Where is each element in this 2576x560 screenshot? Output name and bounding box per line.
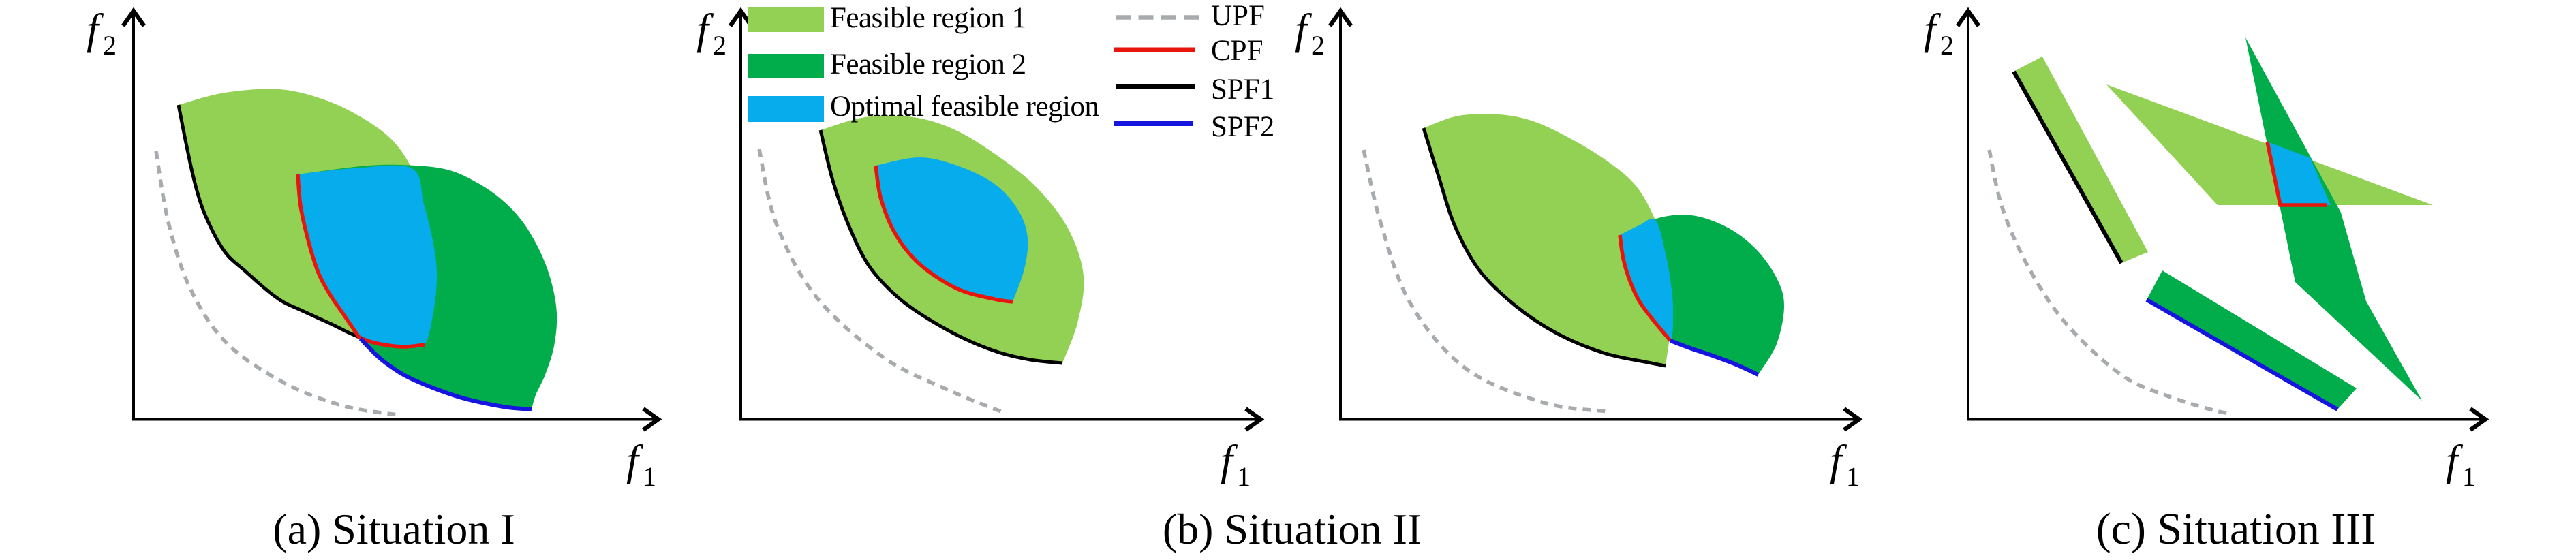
svg-text:Feasible region 1: Feasible region 1 <box>830 2 1026 34</box>
svg-text:(c) Situation III: (c) Situation III <box>2096 504 2376 554</box>
svg-text:SPF1: SPF1 <box>1211 74 1274 106</box>
svg-text:1: 1 <box>2462 461 2476 492</box>
svg-text:2: 2 <box>1311 30 1325 61</box>
svg-text:Optimal feasible region: Optimal feasible region <box>830 91 1099 123</box>
svg-text:CPF: CPF <box>1211 35 1263 67</box>
svg-text:(b) Situation II: (b) Situation II <box>1163 505 1422 553</box>
svg-text:2: 2 <box>1940 30 1954 61</box>
svg-text:SPF2: SPF2 <box>1211 111 1274 143</box>
svg-text:Feasible region 2: Feasible region 2 <box>830 48 1026 80</box>
svg-text:1: 1 <box>1237 461 1251 492</box>
svg-text:UPF: UPF <box>1211 0 1265 32</box>
svg-text:2: 2 <box>713 30 726 61</box>
svg-text:(a) Situation I: (a) Situation I <box>273 505 515 553</box>
svg-text:1: 1 <box>1846 461 1860 492</box>
svg-text:2: 2 <box>103 30 117 61</box>
svg-text:1: 1 <box>643 461 656 492</box>
